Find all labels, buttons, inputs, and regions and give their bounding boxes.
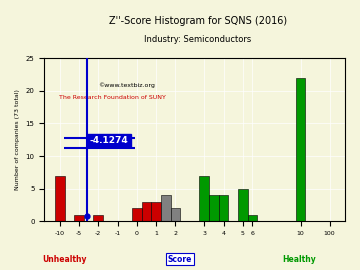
Bar bbox=[238, 189, 248, 221]
Text: Score: Score bbox=[168, 255, 192, 264]
Bar bbox=[296, 77, 306, 221]
Text: ©www.textbiz.org: ©www.textbiz.org bbox=[98, 83, 155, 88]
Bar bbox=[74, 215, 84, 221]
Bar bbox=[209, 195, 219, 221]
Bar bbox=[141, 202, 151, 221]
Bar bbox=[171, 208, 180, 221]
Bar bbox=[199, 176, 209, 221]
Bar bbox=[219, 195, 228, 221]
Text: The Research Foundation of SUNY: The Research Foundation of SUNY bbox=[59, 95, 166, 100]
Text: Industry: Semiconductors: Industry: Semiconductors bbox=[144, 35, 252, 44]
Bar bbox=[151, 202, 161, 221]
Text: Healthy: Healthy bbox=[282, 255, 316, 264]
Text: -4.1274: -4.1274 bbox=[90, 136, 128, 145]
Y-axis label: Number of companies (73 total): Number of companies (73 total) bbox=[15, 89, 20, 190]
Bar bbox=[94, 215, 103, 221]
Bar bbox=[132, 208, 141, 221]
Text: Z''-Score Histogram for SQNS (2016): Z''-Score Histogram for SQNS (2016) bbox=[109, 16, 287, 26]
Text: Unhealthy: Unhealthy bbox=[42, 255, 87, 264]
Bar bbox=[55, 176, 64, 221]
Bar bbox=[161, 195, 171, 221]
Bar bbox=[248, 215, 257, 221]
